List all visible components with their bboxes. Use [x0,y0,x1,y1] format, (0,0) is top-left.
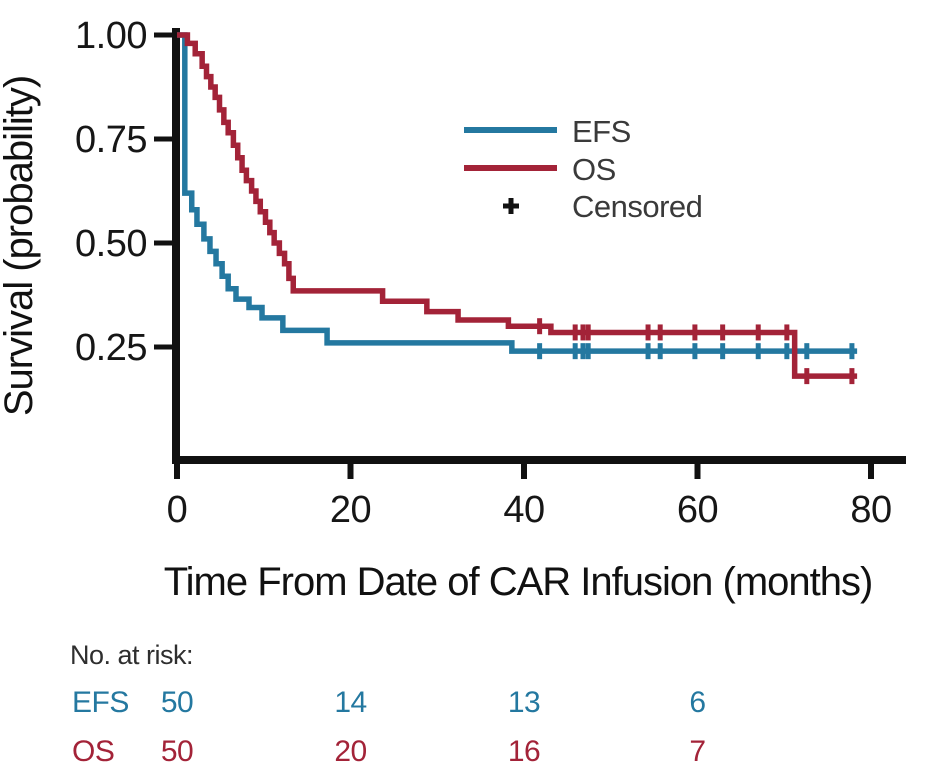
censor-mark-efs [720,343,726,360]
km-curve-efs [177,32,858,354]
censor-mark-os [849,368,855,385]
censor-mark-efs [692,343,698,360]
censor-mark-efs [580,343,586,360]
censor-mark-os [720,324,726,341]
censor-mark-efs [804,343,810,360]
y-tick-label: 0.75 [75,119,147,161]
risk-table-title: No. at risk: [70,640,193,670]
risk-count-os-0: 50 [161,735,193,768]
censor-mark-os [755,324,761,341]
x-tick [868,464,874,479]
y-tick [154,32,173,38]
x-tick [174,464,180,479]
x-tick [521,464,527,479]
y-axis-title: Survival (probability) [0,76,41,416]
censor-mark-efs [755,343,761,360]
y-tick [154,136,173,142]
x-tick-label: 80 [850,489,891,531]
legend: EFS OS Censored [464,114,703,224]
censor-mark-os [804,368,810,385]
y-tick [154,240,173,246]
censor-mark-os [572,324,578,341]
risk-row-efs-label: EFS [72,686,129,719]
x-tick-label: 40 [503,489,544,531]
x-axis-title: Time From Date of CAR Infusion (months) [164,560,873,604]
risk-count-os-60: 7 [689,735,705,768]
x-axis-line [172,456,906,464]
y-tick-label: 0.50 [75,223,147,265]
censor-mark-efs [784,343,790,360]
risk-row-os-label: OS [72,735,114,768]
y-tick-label: 0.25 [75,327,147,369]
risk-count-efs-40: 13 [508,686,540,719]
censor-mark-efs [849,343,855,360]
risk-table: No. at risk: EFS OS 50 14 13 6 50 20 16 7 [70,640,706,768]
x-tick [694,464,701,479]
risk-counts-layer: 50 14 13 6 50 20 16 7 [161,686,706,768]
risk-count-os-20: 20 [334,735,366,768]
censor-mark-os [645,324,651,341]
censored-plus-icon [503,198,519,214]
censor-mark-efs [572,343,578,360]
censor-mark-os [784,324,790,341]
risk-count-os-40: 16 [508,735,540,768]
censor-mark-efs [645,343,651,360]
legend-censored-label: Censored [572,189,702,224]
censor-mark-os [580,324,586,341]
y-tick [154,344,173,350]
x-tick-label: 20 [330,489,371,531]
censor-mark-os [657,324,663,341]
x-tick [347,464,354,479]
x-tick-label: 60 [677,489,718,531]
x-tick-label: 0 [167,489,188,531]
censor-mark-os [537,318,543,335]
km-curve-os [177,32,858,379]
risk-count-efs-20: 14 [334,686,366,719]
axes-layer: 1.00 0.75 0.50 0.25 0 20 40 60 80 [75,15,892,531]
censor-mark-os [692,324,698,341]
y-axis-line [172,28,180,464]
censor-mark-efs [657,343,663,360]
y-tick-label: 1.00 [75,15,147,57]
censor-mark-os [585,324,591,341]
curves-layer [177,32,858,385]
risk-count-efs-60: 6 [689,686,705,719]
legend-os-label: OS [572,152,616,187]
censor-mark-efs [585,343,591,360]
risk-count-efs-0: 50 [161,686,193,719]
censor-mark-efs [537,343,543,360]
legend-efs-label: EFS [572,114,631,149]
